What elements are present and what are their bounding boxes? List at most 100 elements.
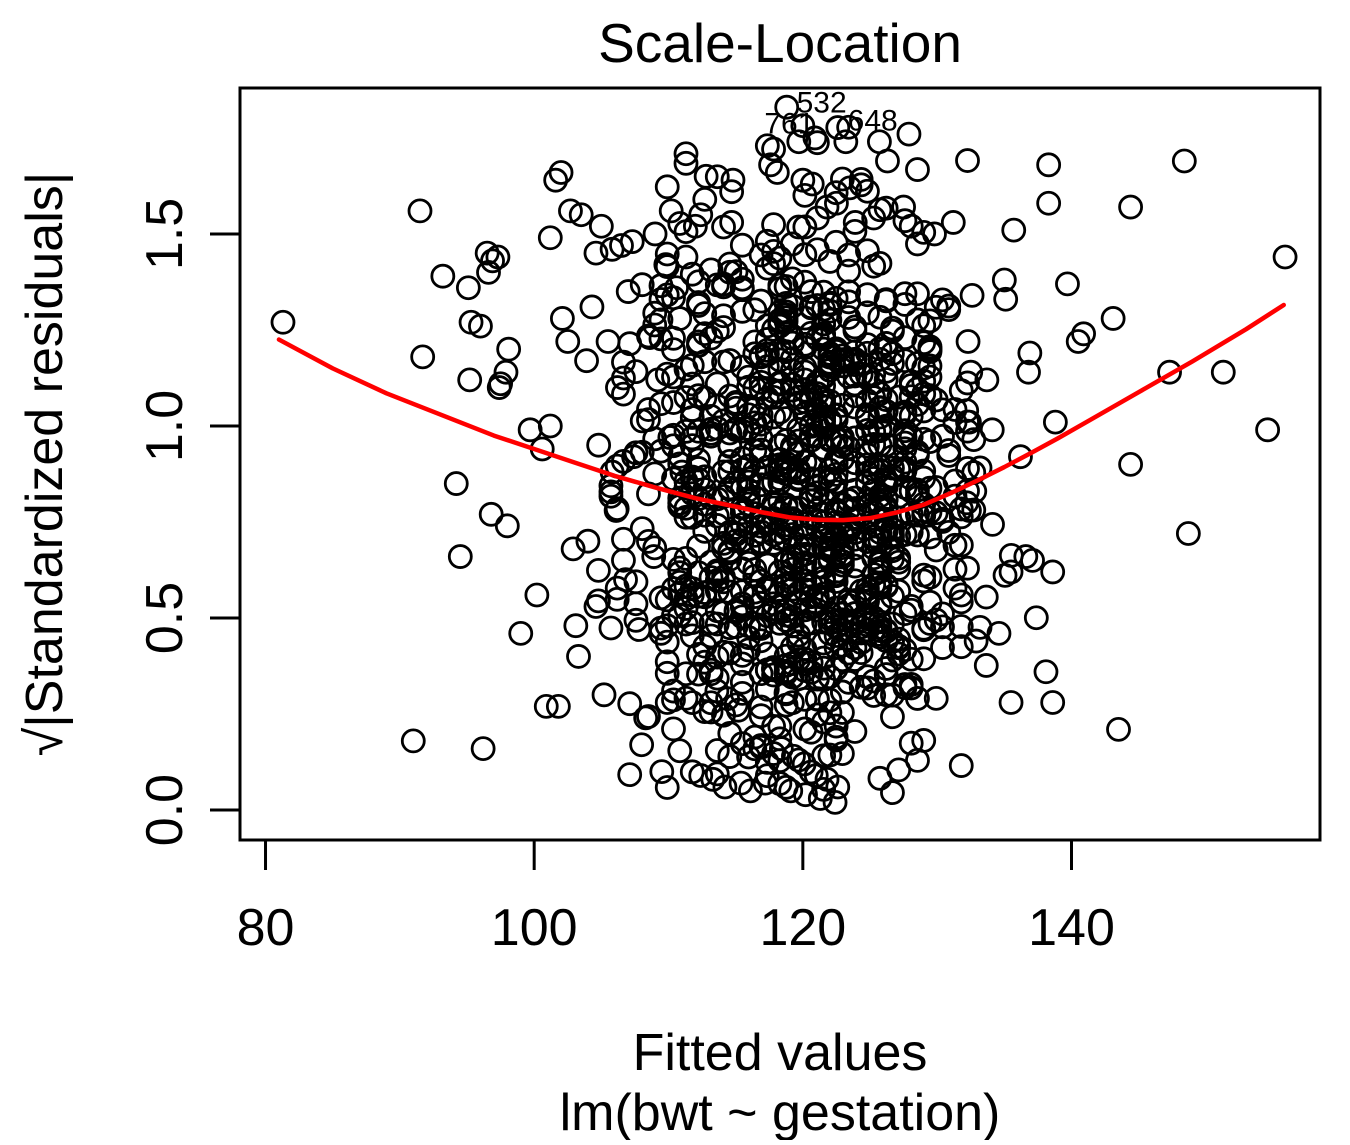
- scatter-point: [447, 544, 473, 569]
- scatter-point: [855, 589, 880, 615]
- scatter-point: [873, 195, 899, 221]
- chart-title: Scale-Location: [598, 12, 962, 74]
- scatter-point: [457, 367, 483, 393]
- scatter-point: [698, 661, 724, 687]
- scatter-point: [1055, 271, 1080, 297]
- scatter-point: [648, 438, 674, 464]
- scatter-point: [855, 433, 880, 459]
- y-tick-label: 1.5: [136, 198, 194, 270]
- scatter-point: [470, 736, 496, 761]
- scatter-point: [574, 348, 599, 374]
- scatter-point: [922, 221, 947, 247]
- scatter-point: [667, 555, 693, 581]
- scatter-point: [545, 693, 571, 719]
- scatter-point: [752, 770, 778, 796]
- scatter-point: [948, 532, 974, 558]
- scatter-point: [957, 498, 982, 523]
- scatter-point: [880, 351, 905, 376]
- scatter-point: [842, 535, 868, 561]
- scatter-point: [598, 483, 624, 509]
- scatter-point: [704, 644, 730, 670]
- scatter-point: [898, 597, 924, 623]
- scatter-points-layer: [270, 114, 1298, 815]
- scatter-point: [823, 724, 849, 750]
- scatter-point: [686, 269, 711, 295]
- scatter-point: [761, 212, 786, 238]
- scatter-point: [861, 370, 887, 396]
- scatter-point: [637, 325, 663, 351]
- scatter-point: [642, 221, 668, 247]
- scatter-point: [842, 450, 868, 476]
- scatter-point: [736, 364, 761, 390]
- scatter-point: [686, 447, 711, 473]
- scatter-point: [455, 275, 481, 301]
- scatter-point: [736, 477, 761, 503]
- scatter-point: [1001, 217, 1027, 243]
- scatter-point: [786, 214, 812, 240]
- scatter-point: [855, 300, 880, 326]
- scatter-point: [658, 198, 684, 224]
- scatter-point: [898, 403, 924, 429]
- scatter-point: [1100, 306, 1126, 331]
- scatter-point: [642, 461, 668, 487]
- scatter-point: [595, 329, 621, 354]
- scatter-point: [957, 409, 982, 435]
- scatter-point: [738, 778, 763, 804]
- scatter-point: [1042, 409, 1068, 435]
- scatter-point: [583, 240, 609, 266]
- scatter-point: [1020, 548, 1045, 573]
- x-tick-label: 120: [759, 899, 846, 957]
- scatter-point: [626, 617, 652, 642]
- scatter-point: [898, 384, 924, 410]
- scatter-point: [641, 544, 667, 569]
- scatter-point: [923, 294, 949, 320]
- scatter-point: [543, 167, 569, 193]
- scatter-point: [682, 213, 708, 239]
- scatter-point: [661, 422, 686, 448]
- scatter-point: [729, 298, 755, 324]
- scatter-point: [736, 550, 761, 576]
- scatter-point: [633, 705, 659, 731]
- scatter-point: [645, 367, 671, 393]
- scatter-point: [704, 738, 730, 763]
- scatter-point: [748, 242, 774, 268]
- scatter-point: [842, 485, 868, 511]
- scatter-point: [911, 330, 937, 356]
- scatter-point: [586, 432, 612, 458]
- axes-layer: 80 100 120 140 0.0 0.5 1.0 1.5: [136, 86, 1322, 957]
- scatter-point: [880, 538, 905, 564]
- scatter-point: [973, 584, 999, 610]
- scatter-point: [754, 133, 780, 159]
- scatter-point: [480, 248, 505, 274]
- scatter-point: [742, 736, 768, 762]
- scatter-point: [1033, 659, 1059, 685]
- scatter-point: [648, 326, 674, 352]
- scatter-point: [711, 303, 736, 329]
- scatter-point: [917, 353, 943, 379]
- scatter-point: [474, 240, 500, 266]
- scatter-point: [591, 682, 617, 708]
- outlier-label: 648: [848, 105, 898, 138]
- scatter-point: [829, 601, 855, 627]
- scatter-point: [717, 640, 743, 666]
- scatter-point: [930, 614, 955, 640]
- scatter-point: [873, 387, 899, 412]
- scatter-point: [817, 427, 843, 453]
- scatter-point: [892, 208, 918, 234]
- scatter-point: [478, 501, 504, 527]
- scatter-point: [880, 584, 905, 609]
- scatter-point: [1016, 359, 1041, 385]
- scatter-point: [611, 349, 636, 375]
- scatter-point: [742, 438, 768, 464]
- scatter-point: [923, 685, 949, 711]
- scatter-point: [836, 114, 862, 140]
- scatter-point: [905, 307, 930, 333]
- scatter-point: [861, 524, 887, 549]
- scatter-point: [688, 202, 714, 228]
- scatter-point: [873, 682, 899, 708]
- scatter-point: [804, 686, 830, 712]
- scatter-point: [649, 759, 675, 785]
- scatter-point: [855, 238, 880, 264]
- scatter-point: [410, 344, 436, 370]
- scatter-point: [855, 581, 880, 607]
